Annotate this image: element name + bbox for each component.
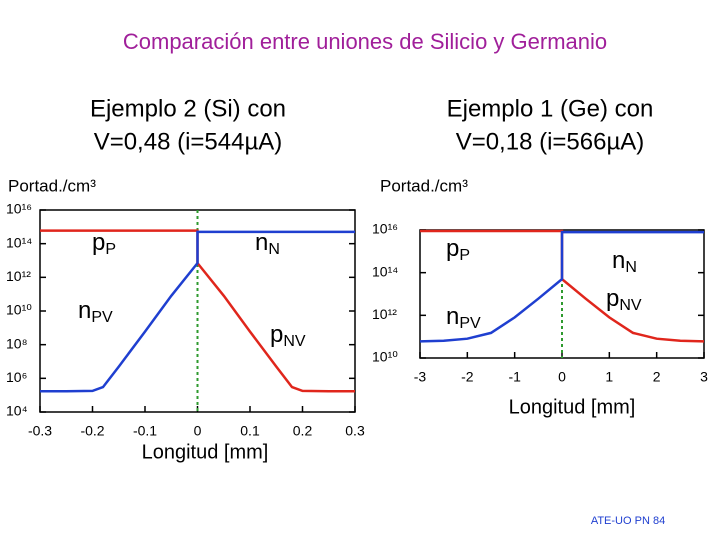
y-tick-label: 10⁶	[6, 369, 27, 385]
x-tick-label: 0.2	[293, 423, 313, 439]
annotation-subscript: P	[459, 247, 470, 264]
annotation: nN	[612, 247, 637, 276]
series-line	[40, 230, 355, 393]
annotation: pNV	[270, 321, 306, 350]
annotation-text: p	[446, 235, 459, 262]
annotation-text: n	[612, 247, 625, 274]
x-tick-label: 0.3	[345, 423, 365, 439]
y-tick-label: 10¹²	[6, 268, 31, 284]
annotation-subscript: P	[105, 241, 116, 258]
annotation-text: n	[255, 229, 268, 256]
annotation-text: n	[446, 303, 459, 330]
x-tick-label: 1	[605, 369, 613, 385]
annotation-text: p	[92, 229, 105, 256]
x-tick-label: -2	[461, 369, 474, 385]
annotation-subscript: PV	[459, 315, 481, 332]
y-tick-label: 10¹²	[372, 306, 397, 322]
chart-title: Ejemplo 2 (Si) con	[90, 95, 286, 122]
annotation: pP	[92, 229, 116, 258]
x-tick-label: -0.2	[80, 423, 104, 439]
y-tick-label: 10¹⁰	[6, 302, 32, 318]
annotation-subscript: NV	[283, 333, 306, 350]
chart-title: Ejemplo 1 (Ge) con	[447, 95, 654, 122]
y-axis-label: Portad./cm³	[8, 176, 96, 195]
annotation: pNV	[606, 285, 642, 314]
y-tick-label: 10¹⁶	[372, 221, 398, 237]
annotation: pP	[446, 235, 470, 264]
x-tick-label: 0	[558, 369, 566, 385]
x-tick-label: 3	[700, 369, 708, 385]
y-tick-label: 10⁸	[6, 335, 28, 351]
x-axis-label: Longitud [mm]	[509, 396, 636, 418]
annotation-subscript: NV	[619, 297, 642, 314]
annotation-subscript: PV	[91, 309, 113, 326]
annotation-text: p	[270, 321, 283, 348]
x-tick-label: -3	[414, 369, 427, 385]
x-tick-label: 0.1	[240, 423, 260, 439]
x-tick-label: 0	[194, 423, 202, 439]
y-tick-label: 10¹⁴	[6, 234, 32, 250]
y-tick-label: 10⁴	[6, 403, 28, 419]
annotation-text: n	[78, 297, 91, 324]
x-axis-label: Longitud [mm]	[142, 441, 269, 463]
annotation: nPV	[446, 303, 481, 332]
chart-title: V=0,48 (i=544µA)	[94, 128, 283, 155]
annotation-subscript: N	[268, 241, 280, 258]
slide-title: Comparación entre uniones de Silicio y G…	[123, 29, 607, 54]
series-line	[419, 230, 704, 343]
x-tick-label: 2	[653, 369, 661, 385]
annotation: nPV	[78, 297, 113, 326]
footer: ATE-UO PN 84	[591, 515, 665, 527]
annotation: nN	[255, 229, 280, 258]
x-tick-label: -0.1	[133, 423, 157, 439]
y-tick-label: 10¹⁶	[6, 201, 32, 217]
x-tick-label: -1	[508, 369, 521, 385]
annotation-subscript: N	[625, 259, 637, 276]
y-tick-label: 10¹⁴	[372, 263, 398, 279]
y-tick-label: 10¹⁰	[372, 349, 398, 365]
x-tick-label: -0.3	[28, 423, 52, 439]
chart-title: V=0,18 (i=566µA)	[456, 128, 645, 155]
annotation-text: p	[606, 285, 619, 312]
y-axis-label: Portad./cm³	[380, 176, 468, 195]
